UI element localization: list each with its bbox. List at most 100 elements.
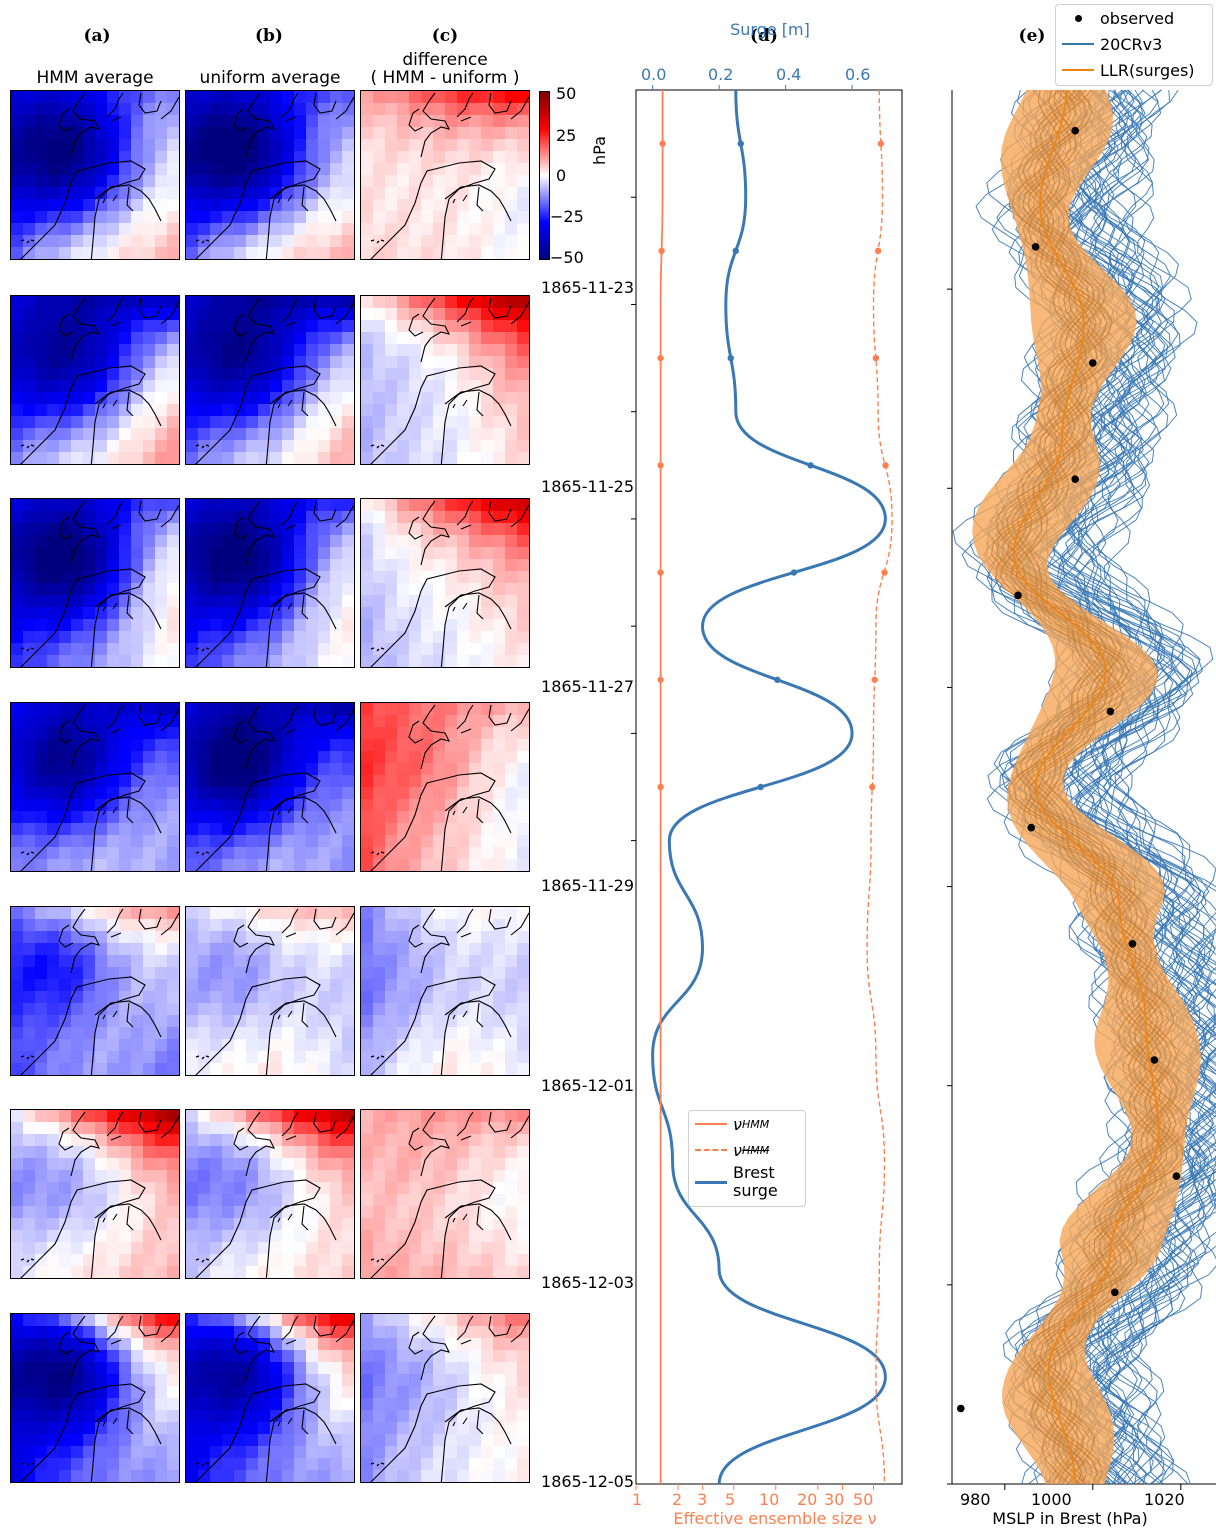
coastline bbox=[20, 568, 146, 667]
map-cell bbox=[517, 523, 529, 536]
map-cell bbox=[47, 715, 60, 728]
map-cell bbox=[167, 235, 179, 248]
map-cell bbox=[318, 344, 331, 357]
map-cell bbox=[167, 1182, 179, 1195]
map-cell bbox=[342, 955, 354, 968]
map-cell bbox=[222, 523, 235, 536]
map-cell bbox=[186, 296, 199, 309]
map-cell bbox=[469, 535, 482, 548]
map-cell bbox=[409, 655, 422, 667]
map-cell bbox=[234, 499, 247, 512]
coastline bbox=[70, 297, 101, 363]
map-cell bbox=[234, 1362, 247, 1375]
map-cell bbox=[294, 356, 307, 369]
map-cell bbox=[71, 1039, 84, 1052]
map-cell bbox=[409, 559, 422, 572]
map-cell bbox=[493, 1015, 506, 1028]
map-cell bbox=[505, 1242, 518, 1255]
map-cell bbox=[481, 859, 494, 871]
map-cell bbox=[210, 199, 223, 212]
map-cell bbox=[131, 332, 144, 345]
map-cell bbox=[342, 211, 354, 224]
map-cell bbox=[71, 404, 84, 417]
coastline bbox=[313, 704, 354, 732]
map-cell bbox=[505, 1134, 518, 1147]
map-cell bbox=[47, 1470, 60, 1482]
map-cell bbox=[445, 1242, 458, 1255]
map-cell bbox=[294, 655, 307, 667]
map-cell bbox=[517, 428, 529, 441]
map-cell bbox=[373, 703, 386, 716]
map-cell bbox=[210, 163, 223, 176]
map-cell bbox=[167, 1110, 179, 1123]
map-cell bbox=[71, 1410, 84, 1423]
map-cell bbox=[222, 320, 235, 333]
map-cell bbox=[282, 1242, 295, 1255]
map-cell bbox=[330, 595, 343, 608]
map-cell bbox=[270, 1122, 283, 1135]
map-cell bbox=[198, 535, 211, 548]
map-cell bbox=[457, 967, 470, 980]
map-cell bbox=[210, 655, 223, 667]
map-cell bbox=[373, 235, 386, 248]
map-cell bbox=[361, 775, 374, 788]
map-cell bbox=[330, 787, 343, 800]
map-cell bbox=[11, 535, 24, 548]
map-cell bbox=[306, 727, 319, 740]
map-cell bbox=[493, 1027, 506, 1040]
map-cell bbox=[330, 715, 343, 728]
map-cell bbox=[270, 211, 283, 224]
map-cell bbox=[107, 115, 120, 128]
map-cell bbox=[71, 1146, 84, 1159]
map-cell bbox=[131, 127, 144, 140]
map-cell bbox=[258, 199, 271, 212]
canary-islands bbox=[370, 239, 385, 244]
map-cell bbox=[469, 1386, 482, 1399]
map-cell bbox=[318, 1039, 331, 1052]
map-cell bbox=[258, 619, 271, 632]
map-cell bbox=[294, 1242, 307, 1255]
map-cell bbox=[517, 1266, 529, 1278]
map-cell bbox=[210, 187, 223, 200]
map-cell bbox=[119, 1386, 132, 1399]
coastline bbox=[277, 806, 293, 816]
map-cell bbox=[409, 1386, 422, 1399]
map-cell bbox=[505, 751, 518, 764]
map-cell bbox=[361, 247, 374, 259]
map-cell bbox=[23, 175, 36, 188]
map-cell bbox=[469, 1039, 482, 1052]
map-cell bbox=[294, 523, 307, 536]
map-cell bbox=[35, 751, 48, 764]
map-cell bbox=[294, 1170, 307, 1183]
map-cell bbox=[282, 1134, 295, 1147]
map-cell bbox=[270, 787, 283, 800]
map-cell bbox=[234, 1398, 247, 1411]
map-cell bbox=[59, 1254, 72, 1267]
map-cell bbox=[445, 1434, 458, 1447]
map-cell bbox=[186, 547, 199, 560]
map-cell bbox=[481, 967, 494, 980]
map-cell bbox=[11, 931, 24, 944]
map-cell bbox=[95, 1398, 108, 1411]
map-cell bbox=[270, 308, 283, 321]
map-cell bbox=[373, 428, 386, 441]
map-cell bbox=[11, 356, 24, 369]
map-cell bbox=[143, 1350, 156, 1363]
map-cell bbox=[481, 931, 494, 944]
map-cell bbox=[282, 332, 295, 345]
map-cell bbox=[11, 1194, 24, 1207]
map-cell bbox=[198, 547, 211, 560]
map-cell bbox=[270, 440, 283, 453]
map-cell bbox=[222, 655, 235, 667]
map-cell bbox=[35, 1003, 48, 1016]
coastline bbox=[58, 720, 74, 744]
map-cell bbox=[294, 931, 307, 944]
map-cell bbox=[342, 1386, 354, 1399]
map-cell bbox=[47, 247, 60, 259]
map-cell bbox=[397, 380, 410, 393]
map-cell bbox=[186, 595, 199, 608]
map-cell bbox=[318, 835, 331, 848]
map-cell bbox=[258, 595, 271, 608]
map-cell bbox=[373, 320, 386, 333]
map-cell bbox=[361, 175, 374, 188]
